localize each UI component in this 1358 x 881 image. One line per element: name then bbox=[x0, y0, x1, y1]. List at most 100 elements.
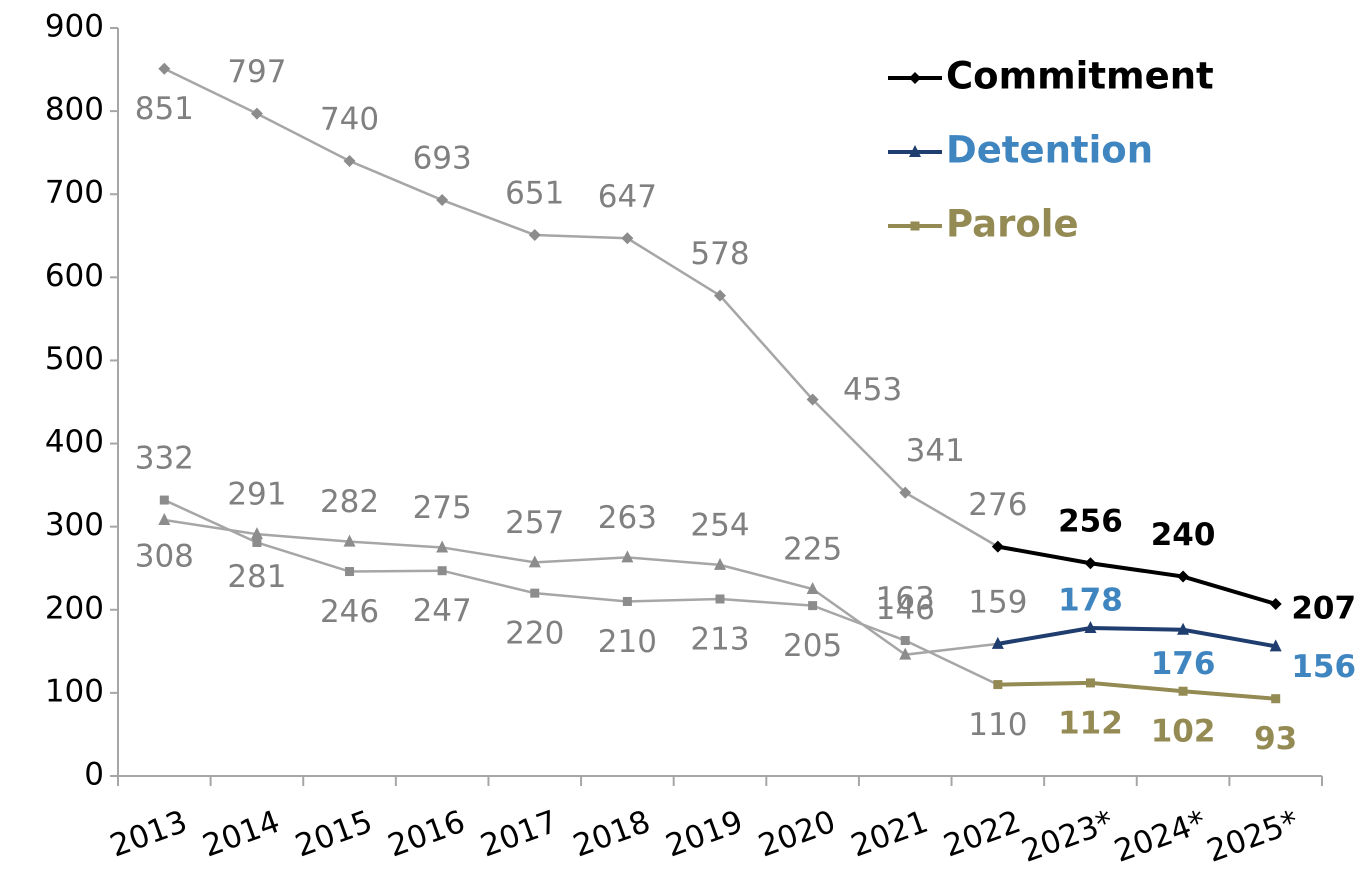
marker bbox=[528, 555, 541, 568]
marker bbox=[345, 567, 355, 577]
marker bbox=[621, 550, 634, 563]
x-tick-label: 2014 bbox=[198, 804, 284, 865]
marker bbox=[621, 232, 634, 245]
series-line bbox=[997, 680, 1276, 701]
y-tick-label: 700 bbox=[45, 175, 104, 211]
marker bbox=[622, 596, 632, 606]
marker bbox=[528, 228, 541, 241]
data-label: 332 bbox=[135, 441, 194, 477]
data-label: 207 bbox=[1291, 590, 1356, 626]
history-line bbox=[164, 518, 998, 656]
marker bbox=[530, 588, 540, 598]
x-tick-label: 2023* bbox=[1017, 804, 1118, 870]
data-label: 291 bbox=[227, 477, 286, 513]
y-tick-label: 800 bbox=[45, 92, 104, 128]
data-label: 263 bbox=[598, 500, 657, 536]
y-tick-label: 200 bbox=[45, 590, 104, 626]
y-tick-label: 600 bbox=[45, 258, 104, 294]
data-label: 205 bbox=[783, 628, 842, 664]
data-label: 240 bbox=[1151, 517, 1216, 553]
marker bbox=[343, 534, 356, 547]
data-label: 176 bbox=[1151, 646, 1216, 682]
y-tick-label: 300 bbox=[45, 507, 104, 543]
marker bbox=[1271, 694, 1281, 704]
data-label: 578 bbox=[690, 236, 749, 272]
marker bbox=[1269, 639, 1282, 652]
legend-label: Detention bbox=[946, 129, 1153, 172]
data-label: 159 bbox=[968, 584, 1027, 620]
data-label: 740 bbox=[320, 101, 379, 137]
data-label: 102 bbox=[1151, 714, 1216, 750]
marker bbox=[899, 647, 912, 660]
data-label: 93 bbox=[1254, 721, 1297, 757]
marker bbox=[715, 594, 725, 604]
x-tick-label: 2021 bbox=[846, 804, 932, 865]
data-label: 651 bbox=[505, 175, 564, 211]
marker bbox=[436, 194, 449, 207]
marker bbox=[1177, 570, 1190, 583]
y-tick-label: 500 bbox=[45, 341, 104, 377]
marker bbox=[343, 154, 356, 167]
data-label: 220 bbox=[505, 616, 564, 652]
data-label: 210 bbox=[598, 624, 657, 660]
marker bbox=[806, 393, 819, 406]
marker bbox=[1178, 686, 1188, 696]
data-label: 247 bbox=[413, 593, 472, 629]
x-tick-label: 2018 bbox=[569, 804, 655, 865]
x-tick-label: 2015 bbox=[291, 804, 377, 865]
history-line bbox=[163, 498, 999, 686]
x-tick-label: 2024* bbox=[1110, 804, 1211, 870]
data-label: 112 bbox=[1058, 705, 1123, 741]
marker bbox=[909, 145, 921, 157]
data-label: 146 bbox=[876, 591, 935, 627]
data-label: 276 bbox=[968, 487, 1027, 523]
marker bbox=[991, 540, 1004, 553]
marker bbox=[910, 221, 920, 231]
x-tick-label: 2025* bbox=[1202, 804, 1303, 870]
x-tick-label: 2020 bbox=[754, 804, 840, 865]
marker bbox=[1084, 621, 1097, 634]
history-line bbox=[163, 67, 999, 548]
data-label: 453 bbox=[843, 372, 902, 408]
data-label: 341 bbox=[906, 433, 965, 469]
x-tick-label: 2016 bbox=[383, 804, 469, 865]
marker bbox=[714, 557, 726, 570]
marker bbox=[158, 62, 171, 75]
data-label: 213 bbox=[690, 621, 749, 657]
data-label: 693 bbox=[413, 141, 472, 177]
marker bbox=[437, 566, 447, 576]
marker bbox=[900, 636, 910, 646]
y-tick-label: 400 bbox=[45, 424, 104, 460]
data-label: 797 bbox=[227, 54, 286, 90]
marker bbox=[991, 636, 1004, 649]
series-line bbox=[997, 626, 1277, 649]
data-label: 246 bbox=[320, 594, 379, 630]
x-tick-label: 2017 bbox=[476, 804, 562, 865]
marker bbox=[993, 680, 1003, 690]
data-label: 156 bbox=[1291, 649, 1356, 685]
legend-label: Parole bbox=[946, 203, 1079, 246]
data-label: 225 bbox=[783, 532, 842, 568]
marker bbox=[1085, 678, 1095, 688]
y-tick-label: 0 bbox=[84, 757, 104, 793]
data-label: 281 bbox=[227, 559, 286, 595]
marker bbox=[909, 72, 921, 84]
data-label: 282 bbox=[320, 484, 379, 520]
marker bbox=[250, 527, 263, 540]
data-label: 257 bbox=[505, 505, 564, 541]
data-label: 178 bbox=[1058, 583, 1123, 619]
data-label: 254 bbox=[690, 507, 749, 543]
marker bbox=[1269, 597, 1282, 610]
data-label: 256 bbox=[1058, 504, 1123, 540]
x-tick-label: 2022 bbox=[939, 804, 1025, 865]
marker bbox=[1084, 557, 1097, 570]
legend-label: Commitment bbox=[946, 55, 1214, 98]
y-tick-label: 100 bbox=[45, 673, 104, 709]
data-label: 851 bbox=[135, 91, 194, 127]
y-tick-label: 900 bbox=[45, 9, 104, 45]
data-label: 163 bbox=[876, 581, 935, 617]
data-label: 110 bbox=[968, 707, 1027, 743]
data-label: 308 bbox=[135, 539, 194, 575]
marker bbox=[252, 537, 262, 547]
